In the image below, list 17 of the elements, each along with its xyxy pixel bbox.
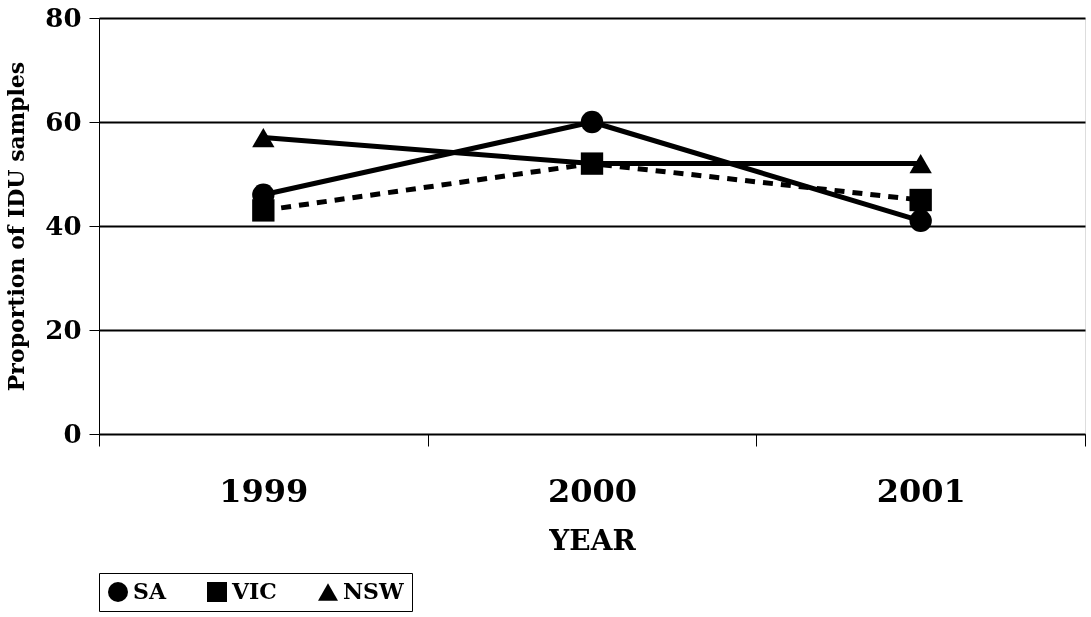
- legend-label: NSW: [343, 578, 404, 604]
- y-tick-label: 20: [45, 314, 82, 345]
- legend-label: SA: [133, 578, 167, 604]
- point: [580, 110, 604, 134]
- x-tick-label: 2000: [547, 471, 638, 510]
- y-tick-label: 40: [45, 210, 82, 241]
- x-tick-label: 2001: [876, 471, 966, 510]
- point: [252, 199, 275, 222]
- point: [909, 209, 932, 232]
- y-tick-label: 80: [45, 2, 82, 33]
- y-axis-title: Proportion of IDU samples: [3, 61, 30, 392]
- y-tick-label: 0: [63, 418, 82, 449]
- y-tick-label: 60: [45, 106, 82, 137]
- x-axis-title: YEAR: [548, 523, 637, 557]
- point: [909, 188, 932, 212]
- x-tick-label: 1999: [219, 471, 309, 510]
- legend-label: VIC: [231, 578, 277, 604]
